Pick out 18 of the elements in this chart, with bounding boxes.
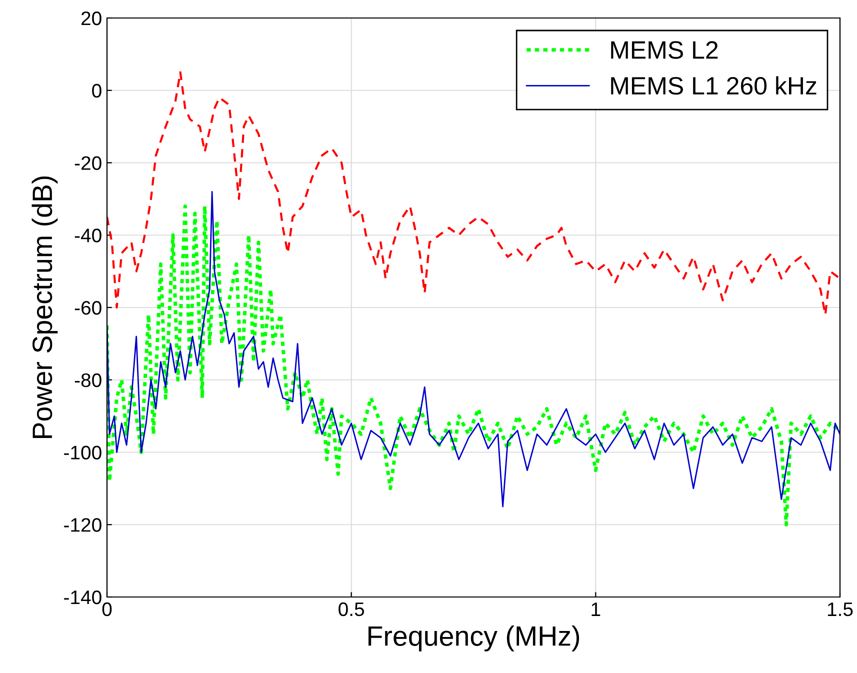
y-axis-title: Power Spectrum (dB) [32, 176, 58, 438]
y-tick-label: 20 [81, 11, 102, 26]
x-tick-label: 1.5 [828, 602, 853, 616]
legend-label: MEMS L2 [611, 41, 718, 59]
y-tick-label: -100 [64, 446, 102, 460]
y-tick-label: -60 [74, 300, 102, 315]
x-tick-label: 0.5 [338, 602, 364, 616]
legend-label: MEMS L1 260 kHz [611, 76, 816, 95]
y-tick-label: -140 [64, 590, 102, 604]
x-axis-title: Frequency (MHz) [368, 626, 580, 652]
line-series [107, 71, 840, 316]
y-tick-label: -120 [64, 518, 102, 532]
x-tick-label: 1 [592, 602, 600, 616]
y-tick-label: -20 [74, 156, 102, 170]
x-tick-label: 0 [102, 602, 112, 616]
y-tick-label: 0 [92, 84, 102, 98]
y-tick-label: -80 [74, 373, 102, 388]
y-tick-label: -40 [74, 228, 102, 242]
